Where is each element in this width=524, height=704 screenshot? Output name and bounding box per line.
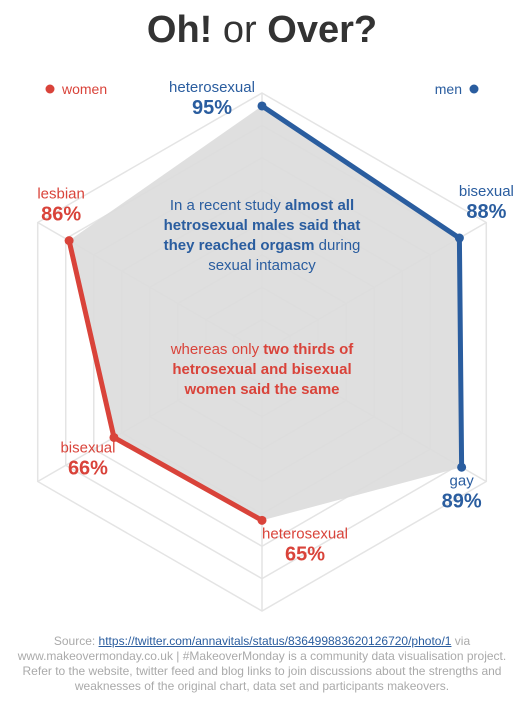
value-label: 86% xyxy=(41,204,81,226)
legend-label: women xyxy=(61,81,107,97)
category-label: heterosexual xyxy=(262,525,348,542)
value-label: 88% xyxy=(466,201,506,223)
value-label: 65% xyxy=(285,543,325,565)
category-label: lesbian xyxy=(37,186,85,203)
chart-title: Oh! or Over? xyxy=(147,9,377,51)
annotation: whereas only two thirds of hetrosexual a… xyxy=(167,340,357,400)
category-label: bisexual xyxy=(459,183,514,200)
value-label: 89% xyxy=(442,490,482,512)
point xyxy=(454,233,464,243)
annotation-part: almost all hetrosexual males said that t… xyxy=(163,197,361,254)
annotation-part: two thirds of hetrosexual and bisexual w… xyxy=(172,341,354,398)
annotation-part: In a recent study xyxy=(169,197,285,214)
area-layer xyxy=(69,105,462,521)
point xyxy=(109,432,119,442)
point xyxy=(257,515,267,525)
area xyxy=(69,105,462,521)
title-part: or xyxy=(223,9,257,51)
category-label: gay xyxy=(450,472,475,489)
source-part: Source: xyxy=(53,634,99,648)
point xyxy=(257,101,267,111)
annotation-part: during sexual intamacy xyxy=(208,237,361,274)
point xyxy=(64,236,74,246)
value-label: 66% xyxy=(68,457,108,479)
title-part: Over? xyxy=(267,9,377,51)
annotation: In a recent study almost all hetrosexual… xyxy=(162,196,362,276)
category-label: bisexual xyxy=(60,439,115,456)
legend-label: men xyxy=(435,81,462,97)
source: Source: https://twitter.com/annavitals/s… xyxy=(14,634,510,694)
point xyxy=(457,462,467,472)
source-part: via www.makeovermonday.co.uk | #Makeover… xyxy=(17,634,507,693)
category-label: heterosexual xyxy=(169,79,255,96)
annotation-part: whereas only xyxy=(170,341,264,358)
legend-marker xyxy=(45,84,55,94)
source-link[interactable]: https://twitter.com/annavitals/status/83… xyxy=(98,634,452,648)
title-part: Oh! xyxy=(147,9,212,51)
value-label: 95% xyxy=(192,97,232,119)
legend-marker xyxy=(469,84,479,94)
